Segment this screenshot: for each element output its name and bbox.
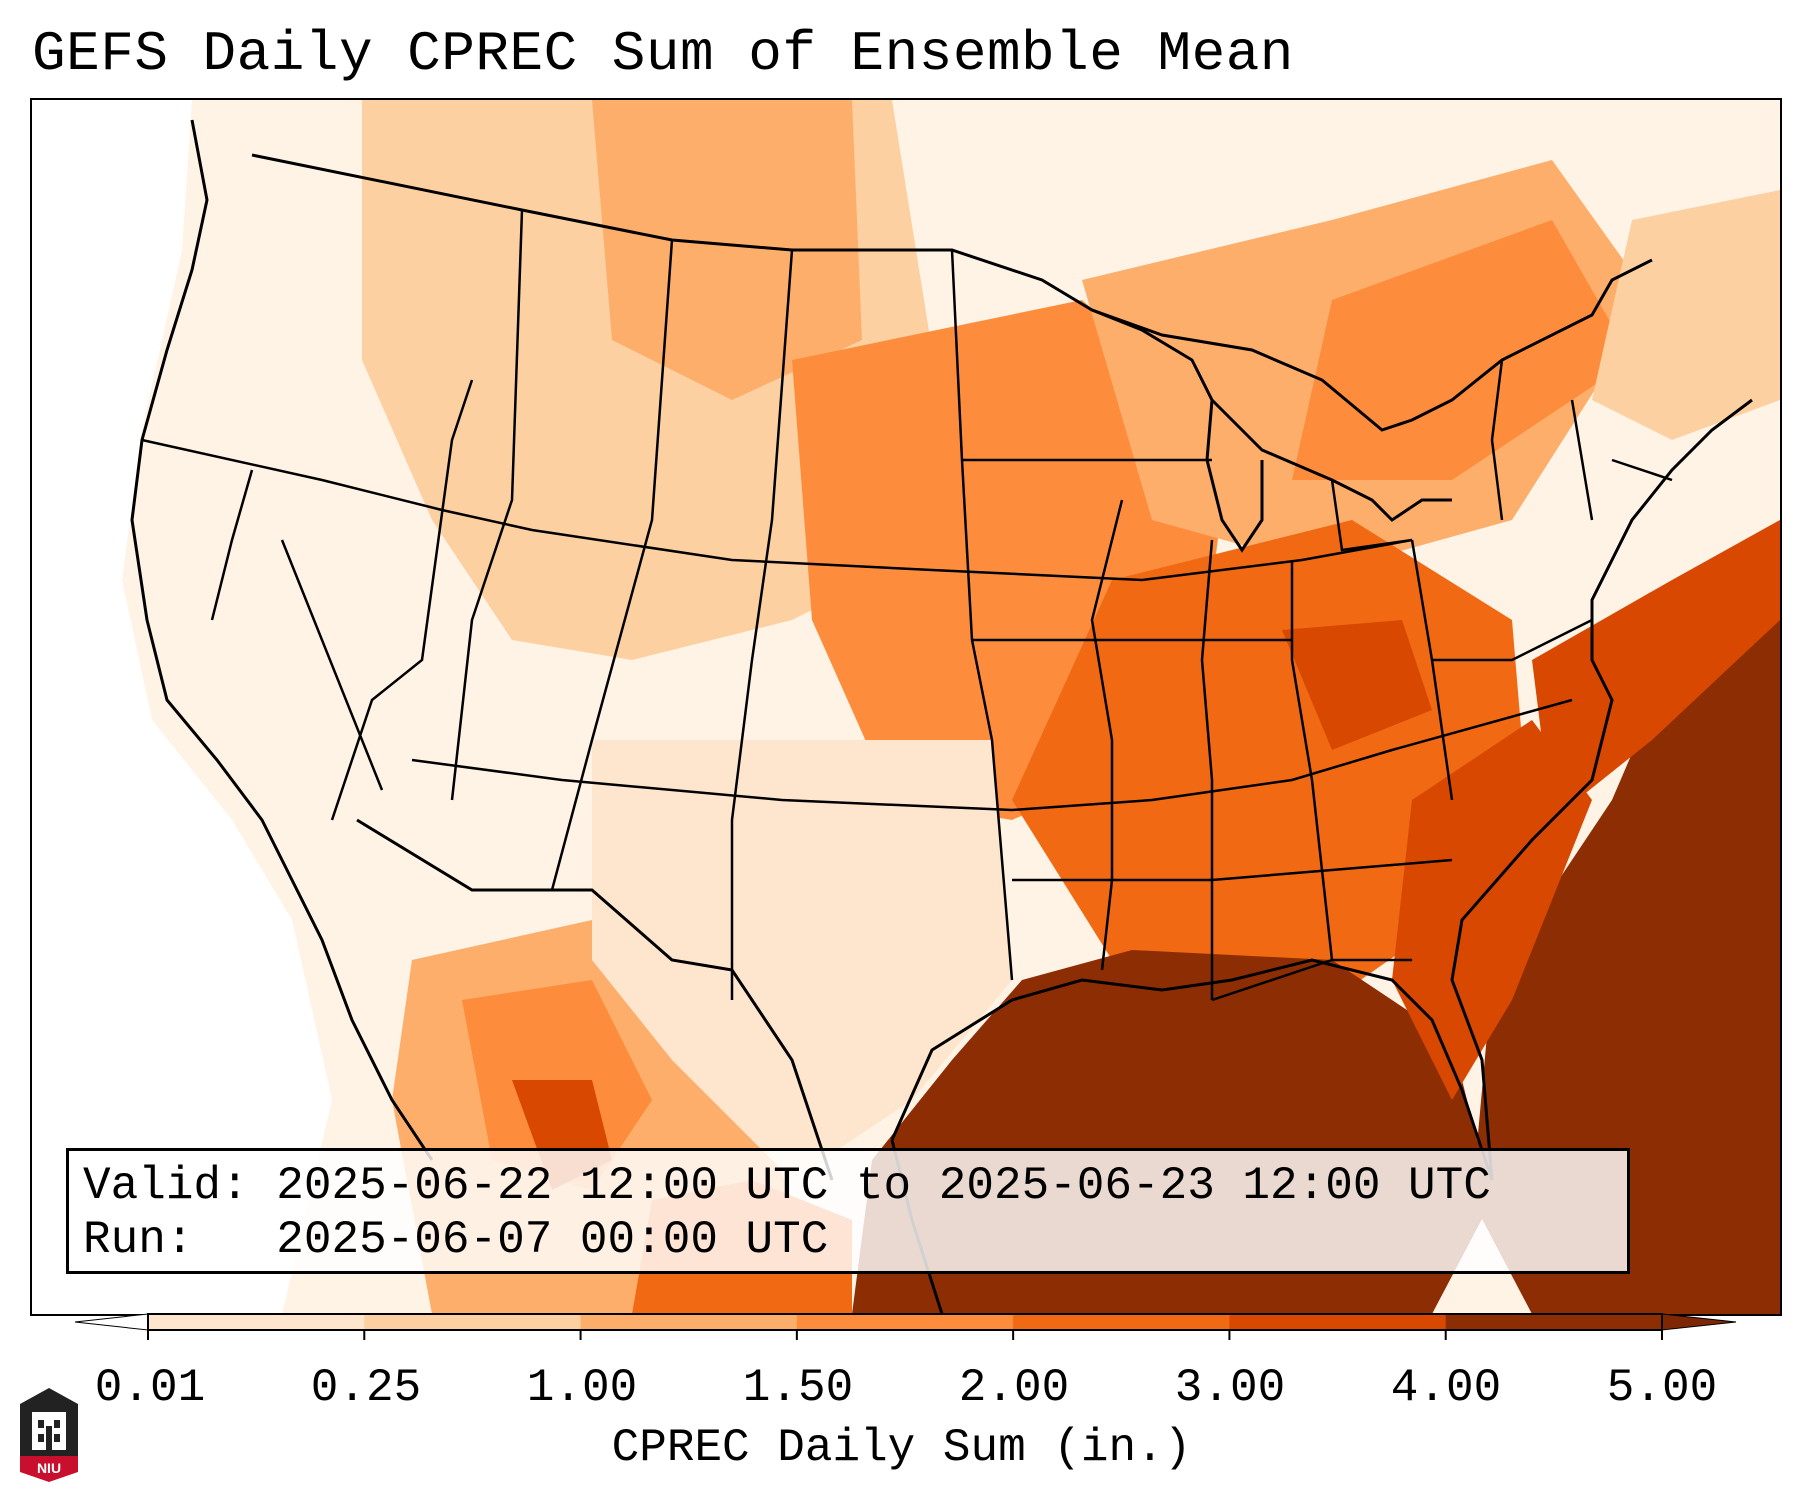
boundary-lines [130,119,1753,1314]
tick-label-0: 0.01 [94,1362,206,1414]
us-mexico-border [356,818,834,1181]
colorbar [74,1313,1737,1340]
colorbar-segment [148,1314,365,1330]
map-canvas [32,100,1780,1314]
colorbar-outline [147,1313,1663,1331]
precip-shading [32,100,1780,1314]
great-lakes [1091,308,1452,522]
run-label: Run: [83,1214,194,1266]
lake-michigan [1205,399,1264,553]
tick-label-6: 4.00 [1390,1362,1502,1414]
tick-label-1: 0.25 [310,1362,422,1414]
atlantic-coast [1450,398,1753,1181]
tick-label-5: 3.00 [1174,1362,1286,1414]
tick-label-2: 1.00 [526,1362,638,1414]
gulf-coast [890,958,1494,1181]
map-title: GEFS Daily CPREC Sum of Ensemble Mean [32,22,1294,86]
colorbar-segment [1229,1314,1447,1330]
valid-label: Valid: [83,1160,249,1212]
colorbar-over-extension [1661,1313,1737,1331]
colorbar-segments [148,1314,1663,1330]
precipitation-map[interactable] [30,98,1782,1316]
tick-label-4: 2.00 [958,1362,1070,1414]
state-lines [141,209,1673,1002]
colorbar-segment [1013,1314,1230,1330]
west-coast [130,119,434,1161]
colorbar-segment [580,1314,798,1330]
colorbar-segment [364,1314,582,1330]
logo-banner [20,1456,78,1482]
us-canada-border [251,153,1653,432]
run-value: 2025-06-07 00:00 UTC [276,1214,829,1266]
tick-label-3: 1.50 [742,1362,854,1414]
valid-value: 2025-06-22 12:00 UTC to 2025-06-23 12:00… [276,1160,1491,1212]
info-box: Valid: 2025-06-22 12:00 UTC to 2025-06-2… [66,1148,1630,1274]
tick-label-7: 5.00 [1606,1362,1718,1414]
colorbar-ticks [147,1330,1663,1340]
colorbar-segment [796,1314,1014,1330]
niu-logo: NIU [20,1388,78,1482]
colorbar-label: CPREC Daily Sum (in.) [611,1422,1192,1474]
colorbar-under-extension [74,1313,149,1331]
colorbar-segment [1445,1314,1663,1330]
logo-text: NIU [37,1460,61,1476]
